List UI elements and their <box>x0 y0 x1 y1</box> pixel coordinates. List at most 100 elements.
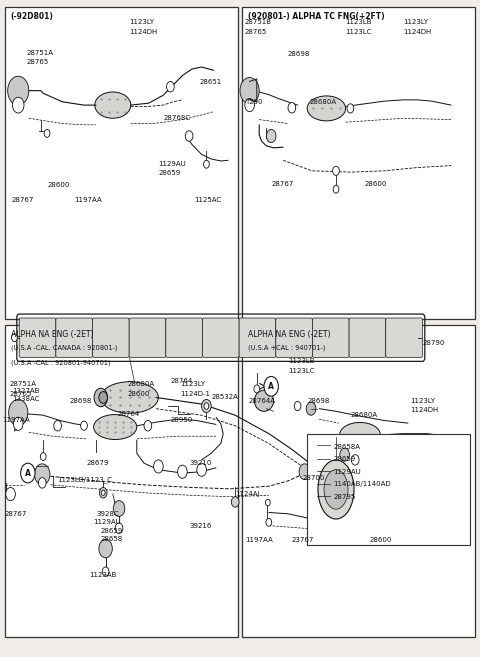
Text: 1124D-1: 1124D-1 <box>180 390 210 397</box>
Ellipse shape <box>94 415 137 440</box>
Text: 28767: 28767 <box>5 510 27 517</box>
Bar <box>242 7 475 319</box>
Circle shape <box>347 104 354 113</box>
Circle shape <box>21 463 35 483</box>
Ellipse shape <box>307 96 346 121</box>
Text: 1123LB: 1123LB <box>288 358 314 365</box>
Text: 1140AB/1140AD: 1140AB/1140AD <box>334 481 391 487</box>
Text: 1124DH: 1124DH <box>410 407 439 413</box>
Ellipse shape <box>314 439 420 495</box>
Circle shape <box>288 102 296 113</box>
Circle shape <box>81 421 87 430</box>
Text: 28659: 28659 <box>158 170 180 177</box>
Circle shape <box>102 567 109 576</box>
Text: 28600: 28600 <box>365 181 387 187</box>
Ellipse shape <box>340 422 381 447</box>
Text: 39216: 39216 <box>190 522 212 529</box>
Text: 1338AC: 1338AC <box>12 396 39 402</box>
Text: 1197AA: 1197AA <box>74 197 102 204</box>
Circle shape <box>13 417 23 430</box>
FancyBboxPatch shape <box>312 318 349 357</box>
Circle shape <box>54 420 61 431</box>
Circle shape <box>245 99 254 112</box>
Circle shape <box>38 478 46 488</box>
Ellipse shape <box>401 457 415 476</box>
Text: 28790: 28790 <box>422 340 445 346</box>
Bar <box>307 434 470 545</box>
Circle shape <box>294 401 301 411</box>
Circle shape <box>167 81 174 92</box>
Text: 1129AU: 1129AU <box>94 519 121 526</box>
Circle shape <box>113 501 125 516</box>
Text: 28751A: 28751A <box>10 381 36 388</box>
Text: A: A <box>268 382 274 391</box>
Circle shape <box>197 463 206 476</box>
Circle shape <box>6 487 15 501</box>
FancyBboxPatch shape <box>276 318 312 357</box>
Text: 1124DH: 1124DH <box>403 28 432 35</box>
Text: 23767: 23767 <box>292 537 314 543</box>
Text: T250: T250 <box>245 99 262 105</box>
Circle shape <box>351 455 359 465</box>
Bar <box>5 7 238 319</box>
Text: 1197AA: 1197AA <box>2 417 30 424</box>
Circle shape <box>154 460 163 473</box>
Circle shape <box>311 455 323 471</box>
Text: 28698: 28698 <box>70 397 92 404</box>
Text: 28795: 28795 <box>334 493 356 500</box>
Text: 3928C: 3928C <box>96 510 119 517</box>
Text: (-92D801): (-92D801) <box>11 12 53 21</box>
Ellipse shape <box>101 382 158 413</box>
Text: 28764: 28764 <box>170 378 192 384</box>
Text: 28600: 28600 <box>370 537 392 543</box>
Circle shape <box>333 185 339 193</box>
Text: 28764: 28764 <box>118 411 140 417</box>
Text: 1123LC: 1123LC <box>346 28 372 35</box>
FancyBboxPatch shape <box>239 318 276 357</box>
Circle shape <box>254 385 260 393</box>
Text: 28751B: 28751B <box>245 19 272 26</box>
Circle shape <box>306 402 316 415</box>
Text: 28679: 28679 <box>86 460 109 466</box>
Text: A: A <box>25 468 31 478</box>
Circle shape <box>44 129 50 137</box>
Text: 39210: 39210 <box>190 460 212 466</box>
Text: 28658A: 28658A <box>334 443 360 450</box>
Text: 1129AU: 1129AU <box>334 468 361 475</box>
Circle shape <box>8 76 29 105</box>
Text: ALPHA NA ENG (-2ET): ALPHA NA ENG (-2ET) <box>248 330 331 340</box>
Text: 1123LY: 1123LY <box>403 19 428 26</box>
FancyBboxPatch shape <box>93 318 129 357</box>
Circle shape <box>265 499 270 506</box>
Text: 1123LY: 1123LY <box>130 19 155 26</box>
Circle shape <box>299 464 311 480</box>
Ellipse shape <box>99 392 108 403</box>
Text: 28765: 28765 <box>26 58 48 65</box>
Text: 1327AB: 1327AB <box>12 388 39 394</box>
Circle shape <box>264 376 278 396</box>
Text: 28659: 28659 <box>334 456 356 463</box>
Circle shape <box>99 487 107 498</box>
Circle shape <box>185 131 193 141</box>
Circle shape <box>340 448 349 461</box>
Text: 28765: 28765 <box>245 28 267 35</box>
Text: 1123LY: 1123LY <box>410 397 435 404</box>
Circle shape <box>240 78 259 104</box>
Text: 28651: 28651 <box>199 79 221 85</box>
Text: (920801-) ALPHA TC FNG(+2FT): (920801-) ALPHA TC FNG(+2FT) <box>248 12 385 21</box>
Text: 28698: 28698 <box>307 397 330 404</box>
Circle shape <box>204 160 209 168</box>
Circle shape <box>115 523 123 533</box>
Text: 28658: 28658 <box>101 536 123 543</box>
Text: 28700: 28700 <box>302 475 325 482</box>
Text: 28764A: 28764A <box>249 397 276 404</box>
Circle shape <box>101 490 105 495</box>
FancyBboxPatch shape <box>386 318 422 357</box>
FancyBboxPatch shape <box>166 318 203 357</box>
Text: (U.S.A -CAL. CANADA : 920801-): (U.S.A -CAL. CANADA : 920801-) <box>11 345 117 351</box>
Ellipse shape <box>317 454 336 479</box>
Ellipse shape <box>254 390 274 411</box>
Text: 28765: 28765 <box>10 390 32 397</box>
Circle shape <box>231 497 239 507</box>
Text: 28698: 28698 <box>288 51 311 57</box>
